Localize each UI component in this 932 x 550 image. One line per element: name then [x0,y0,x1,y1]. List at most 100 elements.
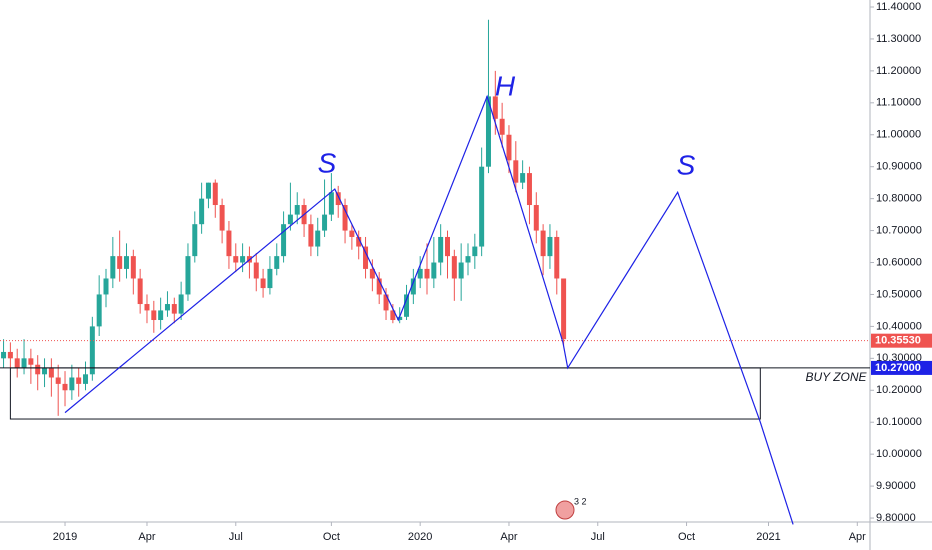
candle-body [376,278,382,295]
candle-body [96,294,102,327]
x-tick-label: Jul [229,531,243,543]
candle-body [178,294,184,314]
candle-body [14,358,20,368]
y-tick-label: 10.90000 [876,161,922,173]
y-tick-label: 11.30000 [876,33,921,45]
y-tick-label: 10.70000 [876,224,922,236]
candle-body [369,268,375,279]
candle-body [499,118,505,135]
candle-body [205,182,211,199]
candle-body [158,310,164,321]
candle-body [171,304,177,314]
candle-body [356,236,362,247]
zone-label: BUY ZONE [805,370,867,384]
x-tick-label: Apr [138,531,155,543]
x-tick-label: Apr [849,531,866,543]
y-tick-label: 11.10000 [876,97,921,109]
candle-body [458,262,464,279]
x-tick-label: 2019 [53,531,77,543]
candle-body [383,294,389,311]
candle-body [540,230,546,257]
candle-body [533,205,539,231]
candle-body [185,256,191,295]
candle-body [444,236,450,257]
candle-body [7,351,13,359]
candle-body [410,278,416,295]
y-tick-label: 10.80000 [876,193,922,205]
candle-body [199,198,205,225]
candle-body [315,230,321,247]
candle-body [520,173,526,183]
candle-body [281,224,287,257]
candle-body [451,256,457,279]
pattern-label: S [677,149,696,180]
candle-body [192,224,198,257]
candle-body [219,205,225,231]
candle-body [287,214,293,225]
pattern-label: S [318,147,337,178]
candle-body [397,316,403,321]
candle-body [390,310,396,321]
candle-body [137,278,143,305]
candle-body [110,256,116,279]
y-tick-label: 10.60000 [876,256,922,268]
candle-body [328,192,334,215]
y-tick-label: 11.00000 [876,129,921,141]
pattern-line [64,94,794,525]
y-tick-label: 10.20000 [876,384,922,396]
plot [0,19,870,525]
candle-body [404,294,410,317]
candle-body [253,262,259,279]
candle-body [547,236,553,257]
candle-body [342,205,348,231]
candle-body [1,351,7,359]
candle-body [226,230,232,257]
x-tick-label: 2020 [408,531,432,543]
x-tick-label: Oct [678,531,695,543]
candle-body [472,246,478,257]
candle-body [485,96,491,167]
candle-body [151,310,157,321]
candle-body [103,278,109,295]
candle-body [35,364,41,375]
candle-body [479,166,485,247]
candle-body [492,96,498,119]
candle-body [554,236,560,279]
candle-body [335,192,341,206]
y-tick-label: 9.90000 [876,480,916,492]
candle-body [363,246,369,269]
y-tick-label: 10.00000 [876,448,922,460]
candle-body [322,214,328,231]
candle-body [308,224,314,247]
candle-body [83,374,89,384]
candle-body [424,268,430,279]
candle-body [48,367,54,378]
candle-body [21,358,27,368]
y-tick-label: 9.80000 [876,512,916,524]
candle-body [294,205,300,215]
candle-body [62,383,68,391]
candle-body [431,262,437,279]
y-tick-label: 10.50000 [876,288,922,300]
candle-body [526,173,532,206]
logo [555,500,575,520]
y-tick-label: 11.20000 [876,65,921,77]
candle-body [561,278,567,340]
candle-body [233,256,239,263]
candle-body [89,326,95,375]
price-tag-label: 10.27000 [875,362,921,374]
candle-body [123,256,129,269]
candle-body [117,256,123,269]
candle-body [465,256,471,263]
candle-body [240,256,246,263]
candle-body [144,304,150,311]
candle-body [69,377,75,391]
candle-body [76,377,82,384]
x-tick-label: Jul [591,531,605,543]
price-tag [871,360,932,375]
price-tag [871,333,932,348]
candle-body [130,256,136,279]
y-tick-label: 10.10000 [876,416,922,428]
